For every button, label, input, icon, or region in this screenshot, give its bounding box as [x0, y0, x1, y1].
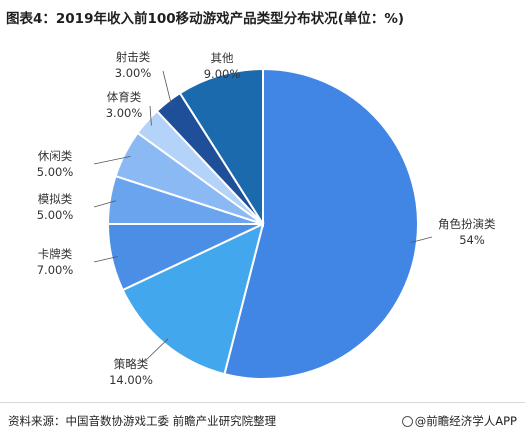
- leader-line: [93, 200, 117, 208]
- slice-value-label: 5.00%: [37, 208, 74, 222]
- footer: 资料来源：中国音数协游戏工委 前瞻产业研究院整理 @前瞻经济学人APP: [0, 402, 525, 439]
- leader-line: [221, 81, 223, 85]
- pie-slices: [106, 67, 419, 380]
- source-note: 资料来源：中国音数协游戏工委 前瞻产业研究院整理: [8, 414, 277, 428]
- slice-value-label: 14.00%: [109, 373, 153, 387]
- slice-value-label: 7.00%: [37, 263, 74, 277]
- slice-category-label: 其他: [211, 51, 234, 65]
- brand-logo-icon: [401, 416, 413, 427]
- slice-category-label: 卡牌类: [38, 247, 73, 261]
- slice-1: [223, 67, 419, 380]
- slice-value-label: 3.00%: [106, 106, 143, 120]
- slice-labels: 角色扮演类 54% 策略类 14.00% 卡牌类 7.00% 模拟类 5.00% 休闲类 5.00…: [37, 50, 496, 387]
- leader-line: [149, 105, 152, 126]
- pie-chart: 角色扮演类 54% 策略类 14.00% 卡牌类 7.00% 模拟类 5.00% 休闲类 5.00…: [37, 50, 496, 387]
- chart-title: 图表4：2019年收入前100移动游戏产品类型分布状况(单位：%): [6, 11, 405, 27]
- slice-value-label: 3.00%: [115, 66, 152, 80]
- leader-line: [93, 256, 118, 263]
- slice-value-label: 54%: [459, 233, 485, 247]
- slice-category-label: 射击类: [116, 50, 151, 64]
- slice-category-label: 模拟类: [38, 192, 73, 206]
- brand-credit: @前瞻经济学人APP: [401, 413, 517, 429]
- brand-label: @前瞻经济学人APP: [414, 414, 517, 428]
- slice-8: [178, 67, 264, 228]
- leader-line: [162, 70, 173, 107]
- slice-category-label: 体育类: [107, 90, 142, 104]
- slice-category-label: 角色扮演类: [438, 217, 496, 231]
- leader-line: [93, 156, 131, 165]
- slice-value-label: 9.00%: [204, 67, 241, 81]
- slice-category-label: 策略类: [114, 357, 149, 371]
- leader-line: [145, 338, 169, 361]
- slice-2: [121, 222, 265, 376]
- leader-lines: [93, 70, 433, 361]
- slice-value-label: 5.00%: [37, 165, 74, 179]
- slice-category-label: 休闲类: [38, 149, 73, 163]
- leader-line: [410, 236, 433, 243]
